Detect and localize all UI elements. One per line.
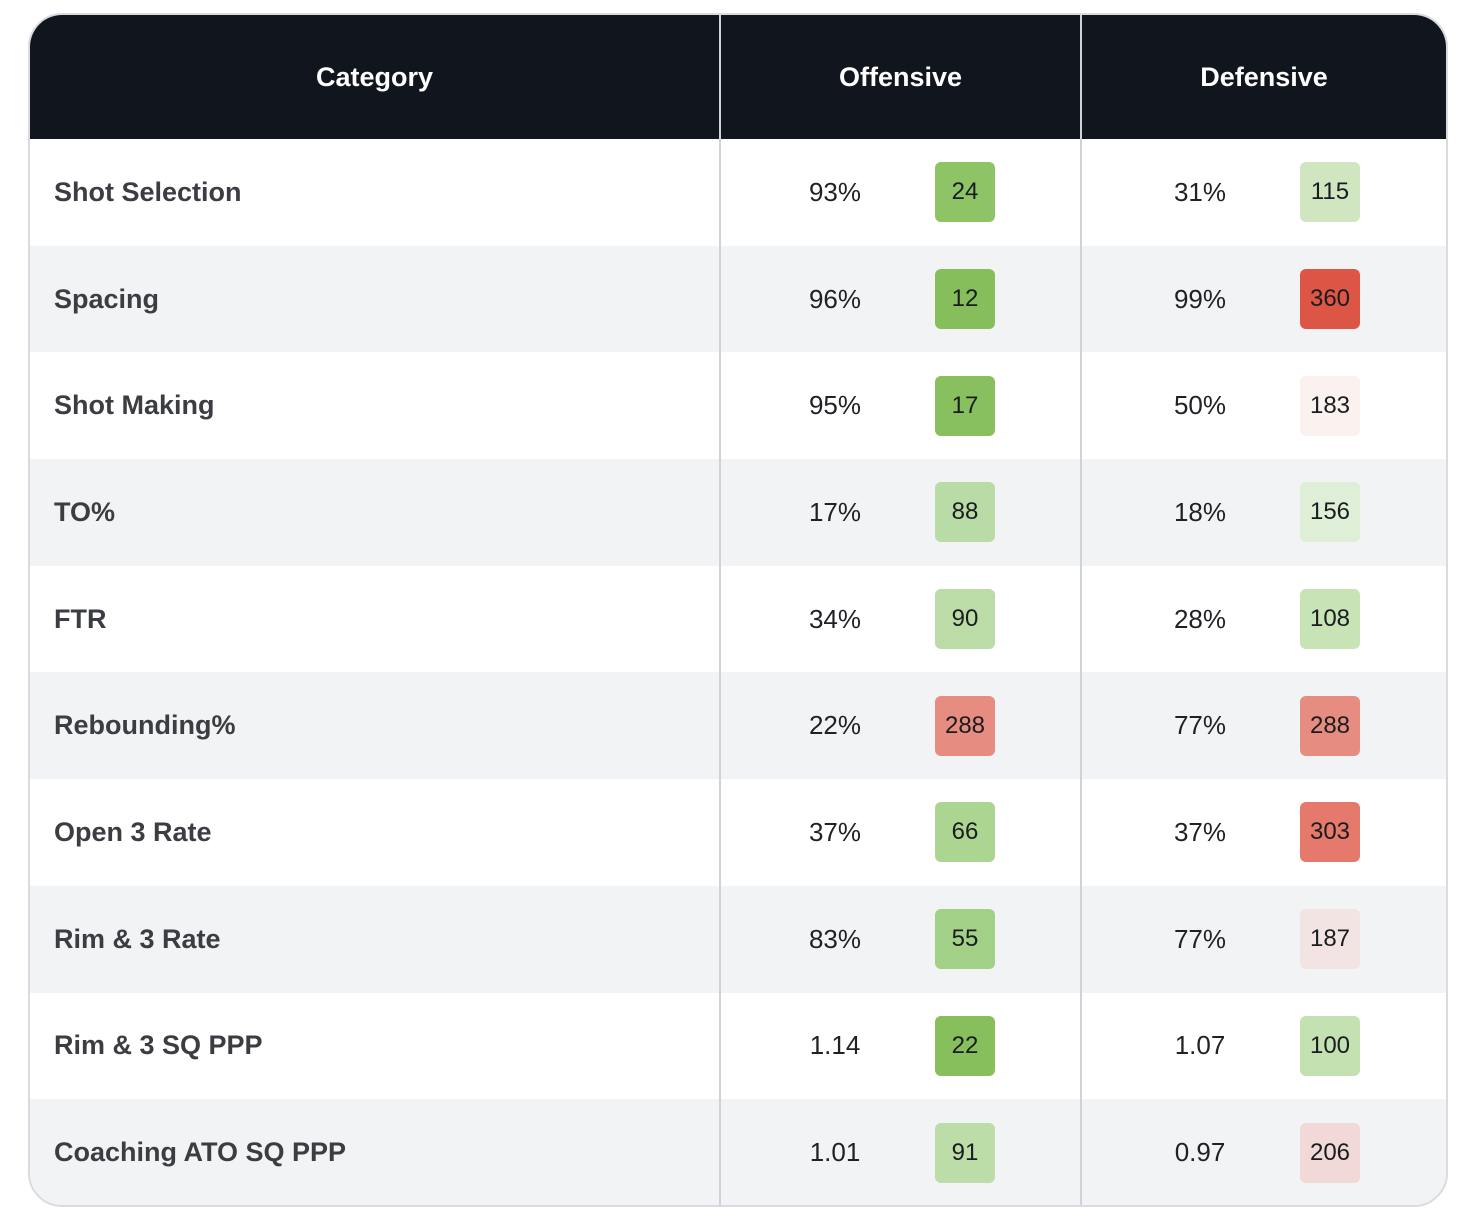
defensive-value: 77% [1173, 710, 1227, 741]
offensive-value: 34% [808, 603, 862, 634]
table-row: Rim & 3 Rate 83% 55 77% 187 [30, 885, 1446, 993]
header-category[interactable]: Category [315, 61, 434, 92]
defensive-rank-badge: 303 [1300, 802, 1360, 863]
defensive-value: 0.97 [1174, 1137, 1226, 1168]
offensive-cell: 1.14 22 [719, 992, 1080, 1100]
table-row: Rebounding% 22% 288 77% 288 [30, 672, 1446, 780]
offensive-cell: 96% 12 [719, 245, 1080, 353]
defensive-cell: 28% 108 [1080, 565, 1446, 673]
defensive-cell: 77% 187 [1080, 885, 1446, 993]
defensive-value: 18% [1173, 496, 1227, 527]
offensive-rank-badge: 17 [935, 375, 995, 436]
offensive-cell: 1.01 91 [719, 1099, 1080, 1205]
table-row: TO% 17% 88 18% 156 [30, 459, 1446, 566]
offensive-cell: 37% 66 [719, 779, 1080, 886]
table-row: Rim & 3 SQ PPP 1.14 22 1.07 100 [30, 992, 1446, 1100]
offensive-rank-badge: 24 [935, 162, 995, 223]
category-label: Shot Making [54, 390, 215, 421]
defensive-cell: 31% 115 [1080, 139, 1446, 246]
offensive-rank-badge: 55 [935, 909, 995, 970]
category-label: Rim & 3 SQ PPP [54, 1030, 263, 1061]
offensive-value: 95% [808, 390, 862, 421]
defensive-value: 99% [1173, 283, 1227, 314]
defensive-value: 37% [1173, 816, 1227, 847]
category-label: TO% [54, 496, 116, 527]
category-label: Shot Selection [54, 176, 242, 207]
defensive-rank-badge: 206 [1300, 1122, 1360, 1183]
offensive-value: 96% [808, 283, 862, 314]
offensive-rank-badge: 288 [935, 695, 995, 756]
defensive-cell: 0.97 206 [1080, 1099, 1446, 1205]
offensive-value: 17% [808, 496, 862, 527]
table-row: Coaching ATO SQ PPP 1.01 91 0.97 206 [30, 1099, 1446, 1205]
table-body: Shot Selection 93% 24 31% 115 Spacing 96% 12 99%… [30, 139, 1446, 1205]
offensive-cell: 95% 17 [719, 352, 1080, 460]
defensive-rank-badge: 156 [1300, 482, 1360, 543]
defensive-rank-badge: 115 [1300, 162, 1360, 223]
defensive-rank-badge: 187 [1300, 909, 1360, 970]
offensive-rank-badge: 66 [935, 802, 995, 863]
defensive-rank-badge: 288 [1300, 695, 1360, 756]
offensive-value: 37% [808, 816, 862, 847]
defensive-rank-badge: 108 [1300, 589, 1360, 650]
offensive-rank-badge: 91 [935, 1122, 995, 1183]
defensive-rank-badge: 183 [1300, 375, 1360, 436]
defensive-cell: 1.07 100 [1080, 992, 1446, 1100]
ratings-table: Category Offensive Defensive Shot Select… [28, 13, 1448, 1207]
defensive-value: 1.07 [1174, 1030, 1226, 1061]
offensive-rank-badge: 12 [935, 269, 995, 330]
defensive-rank-badge: 360 [1300, 269, 1360, 330]
defensive-cell: 99% 360 [1080, 245, 1446, 353]
offensive-cell: 93% 24 [719, 139, 1080, 246]
offensive-rank-badge: 90 [935, 589, 995, 650]
offensive-value: 22% [808, 710, 862, 741]
offensive-value: 1.14 [809, 1030, 861, 1061]
defensive-cell: 77% 288 [1080, 672, 1446, 780]
offensive-value: 1.01 [809, 1137, 861, 1168]
table-row: Spacing 96% 12 99% 360 [30, 245, 1446, 353]
table-row: FTR 34% 90 28% 108 [30, 565, 1446, 673]
table-row: Shot Making 95% 17 50% 183 [30, 352, 1446, 460]
defensive-value: 31% [1173, 176, 1227, 207]
table-row: Open 3 Rate 37% 66 37% 303 [30, 779, 1446, 886]
defensive-rank-badge: 100 [1300, 1015, 1360, 1076]
category-label: Open 3 Rate [54, 816, 212, 847]
defensive-value: 77% [1173, 923, 1227, 954]
defensive-value: 28% [1173, 603, 1227, 634]
defensive-cell: 18% 156 [1080, 459, 1446, 566]
offensive-value: 83% [808, 923, 862, 954]
category-label: Spacing [54, 283, 160, 314]
offensive-cell: 34% 90 [719, 565, 1080, 673]
category-label: Rim & 3 Rate [54, 923, 221, 954]
offensive-rank-badge: 88 [935, 482, 995, 543]
header-offensive[interactable]: Offensive [719, 15, 1080, 139]
category-label: Rebounding% [54, 710, 236, 741]
category-label: FTR [54, 603, 107, 634]
offensive-cell: 22% 288 [719, 672, 1080, 780]
offensive-cell: 17% 88 [719, 459, 1080, 566]
defensive-cell: 50% 183 [1080, 352, 1446, 460]
header-defensive[interactable]: Defensive [1080, 15, 1446, 139]
table-row: Shot Selection 93% 24 31% 115 [30, 139, 1446, 246]
defensive-value: 50% [1173, 390, 1227, 421]
defensive-cell: 37% 303 [1080, 779, 1446, 886]
offensive-rank-badge: 22 [935, 1015, 995, 1076]
table-header: Category Offensive Defensive [30, 15, 1446, 139]
offensive-cell: 83% 55 [719, 885, 1080, 993]
offensive-value: 93% [808, 176, 862, 207]
category-label: Coaching ATO SQ PPP [54, 1137, 347, 1168]
